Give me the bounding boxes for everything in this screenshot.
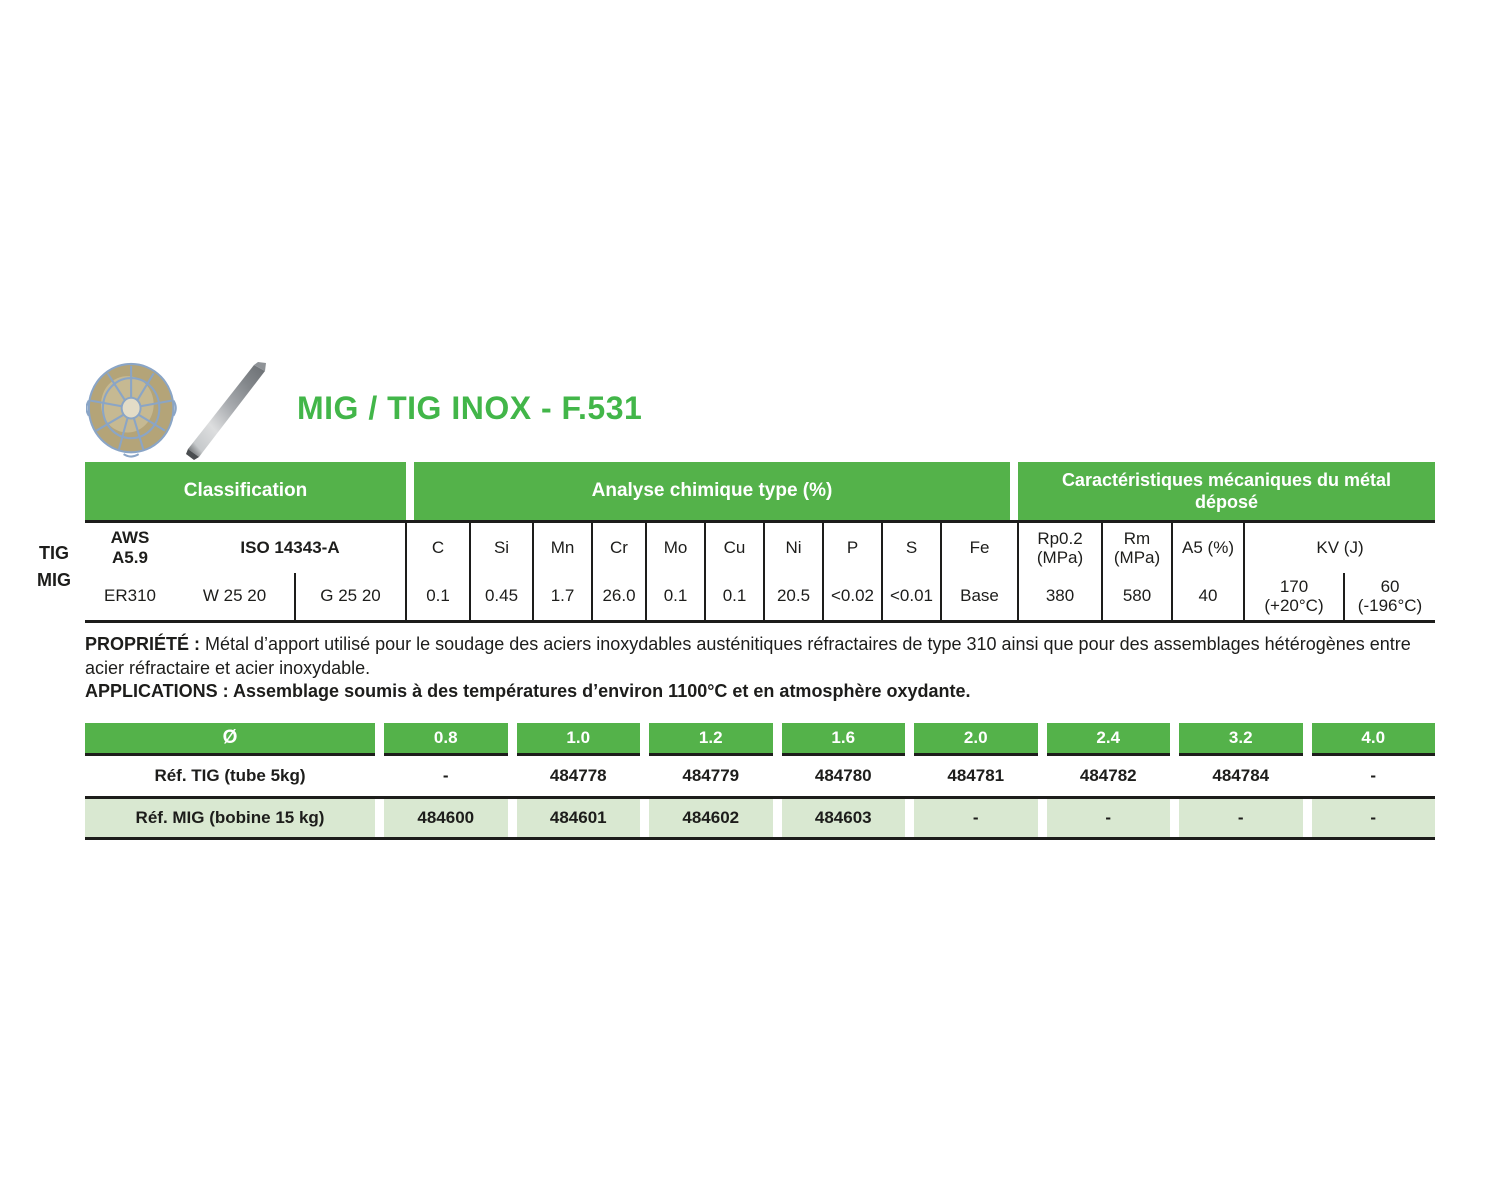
applications-paragraph: APPLICATIONS : Assemblage soumis à des t… [85,680,1447,704]
group-header-classification: Classification [85,462,406,520]
rp02-value: 380 [1017,572,1103,622]
chem-header: Fe [940,521,1019,573]
diameter-header: Ø [85,723,375,756]
chem-value: 0.45 [469,572,534,622]
tig-row-label: Réf. TIG (tube 5kg) [154,766,306,785]
chem-value: <0.02 [822,572,883,622]
propriete-paragraph: PROPRIÉTÉ : Métal d’apport utilisé pour … [85,633,1447,680]
diameter-col: 2.0 [914,723,1038,756]
propriete-label: PROPRIÉTÉ : [85,634,201,654]
aws-value: ER310 [104,586,156,606]
applications-text: Assemblage soumis à des températures d’e… [233,681,971,701]
kv-value-minus196: 60 (-196°C) [1343,572,1436,622]
diameter-col: 0.8 [384,723,508,756]
mig-ref: - [914,799,1038,837]
tig-ref: 484780 [814,766,872,785]
group-header-row: Classification Analyse chimique type (%)… [85,462,1435,520]
page-title: MIG / TIG INOX - F.531 [297,390,643,426]
diameter-header-row: Ø 0.8 1.0 1.2 1.6 2.0 2.4 3.2 4.0 [85,723,1435,756]
group-header-mechanical: Caractéristiques mécaniques du métal dép… [1018,462,1435,520]
mig-row-label: Réf. MIG (bobine 15 kg) [85,799,375,837]
main-table-body: AWS A5.9 ISO 14343-A C Si Mn Cr Mo Cu Ni… [85,520,1436,623]
rm-value: 580 [1101,572,1173,622]
chem-header: Mo [645,521,706,573]
propriete-text: Métal d’apport utilisé pour le soudage d… [85,634,1411,678]
chem-header: S [881,521,942,573]
chem-value: Base [940,572,1019,622]
tig-ref: 484778 [549,766,607,785]
iso-header: ISO 14343-A [240,537,340,557]
a5-value: 40 [1171,572,1245,622]
mig-ref: 484602 [649,799,773,837]
welding-rod-icon [186,362,266,460]
chem-header: P [822,521,883,573]
iso-w-value: W 25 20 [202,586,267,606]
reference-table: Ø 0.8 1.0 1.2 1.6 2.0 2.4 3.2 4.0 Réf. T… [85,723,1435,840]
diameter-col: 1.6 [781,723,905,756]
chem-value: 0.1 [645,572,706,622]
tig-ref: 484781 [947,766,1005,785]
rp02-header: Rp0.2 (MPa) [1017,521,1103,573]
diameter-col: 1.2 [649,723,773,756]
tig-ref: 484784 [1212,766,1270,785]
mig-ref: 484603 [781,799,905,837]
process-label-mig: MIG [37,570,71,590]
aws-header: AWS A5.9 [110,527,150,567]
tig-ref: 484782 [1079,766,1137,785]
mig-ref: - [1046,799,1170,837]
chem-header: Ni [763,521,824,573]
applications-label: APPLICATIONS : [85,681,229,701]
chem-value: <0.01 [881,572,942,622]
rm-header: Rm (MPa) [1101,521,1173,573]
chem-header: Cr [591,521,647,573]
mig-ref: 484601 [516,799,640,837]
chem-header: Cu [704,521,765,573]
a5-header: A5 (%) [1171,521,1245,573]
main-table: Classification Analyse chimique type (%)… [85,462,1436,623]
process-label-tig: TIG [39,543,69,563]
chem-value: 1.7 [532,572,593,622]
chem-header: Mn [532,521,593,573]
tig-ref: - [442,766,449,785]
kv-value-plus20: 170 (+20°C) [1243,572,1345,622]
chem-value: 0.1 [405,572,471,622]
diameter-col: 1.0 [516,723,640,756]
mig-ref: - [1179,799,1303,837]
chem-value: 20.5 [763,572,824,622]
chem-value: 0.1 [704,572,765,622]
description-block: PROPRIÉTÉ : Métal d’apport utilisé pour … [85,633,1447,704]
process-labels: TIG MIG [28,540,80,594]
mig-ref: - [1311,799,1435,837]
iso-g-value: G 25 20 [293,572,407,622]
wire-spool-icon [86,362,177,458]
chem-header: Si [469,521,534,573]
chem-value: 26.0 [591,572,647,622]
tig-ref: 484779 [682,766,740,785]
tig-reference-row: Réf. TIG (tube 5kg) - 484778 484779 4847… [85,756,1435,796]
brand-logos [86,361,286,461]
diameter-col: 2.4 [1046,723,1170,756]
mig-ref: 484600 [384,799,508,837]
diameter-col: 3.2 [1179,723,1303,756]
group-header-chemical-analysis: Analyse chimique type (%) [414,462,1010,520]
mig-reference-row: Réf. MIG (bobine 15 kg) 484600 484601 48… [85,796,1435,840]
tig-ref: - [1370,766,1377,785]
diameter-col: 4.0 [1311,723,1435,756]
kv-header: KV (J) [1243,521,1436,573]
chem-header: C [405,521,471,573]
